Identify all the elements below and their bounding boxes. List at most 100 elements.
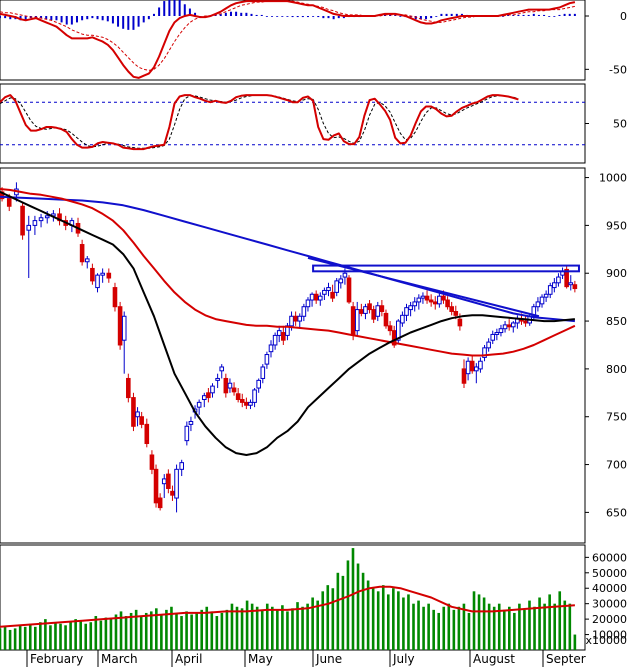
macd-panel: 0 -50: [0, 0, 627, 81]
macd-histogram-bar: [532, 13, 535, 16]
macd-histogram-bar: [142, 16, 145, 23]
trendline: [307, 256, 540, 318]
month-label: August: [473, 652, 515, 666]
volume-bar: [568, 603, 572, 650]
volume-bar: [190, 614, 193, 650]
macd-histogram-bar: [250, 13, 253, 16]
volume-bar: [513, 612, 516, 650]
candle-down: [231, 387, 237, 393]
volume-bar: [487, 603, 491, 650]
candle-up: [95, 274, 100, 289]
macd-histogram-bar: [537, 14, 540, 16]
macd-histogram-bar: [543, 14, 546, 16]
month-label: May: [248, 652, 273, 666]
candle-up: [84, 258, 90, 263]
volume-bar: [89, 622, 93, 650]
candle-up: [510, 322, 516, 328]
candle-up: [322, 289, 327, 295]
volume-bar: [13, 628, 17, 650]
candle-down: [157, 497, 163, 509]
moving-average-black: [0, 190, 575, 456]
candle-up: [297, 315, 303, 322]
candle-down: [90, 267, 95, 282]
volume-bar: [144, 612, 148, 650]
candle-down: [461, 368, 467, 384]
volume-bar: [381, 585, 385, 650]
volume-tick-label: 30000: [592, 598, 627, 611]
volume-bar: [124, 616, 128, 650]
macd-histogram-bar: [553, 16, 556, 17]
candle-down: [445, 299, 450, 308]
volume-bar: [346, 560, 350, 650]
macd-histogram-bar: [70, 16, 73, 25]
candle-up: [276, 330, 282, 336]
macd-histogram-bar: [9, 16, 12, 20]
volume-bar: [109, 619, 113, 650]
candle-up: [301, 306, 307, 317]
candle-down: [359, 309, 364, 314]
macd-histogram-bar: [399, 16, 402, 17]
volume-bar: [225, 609, 229, 650]
volume-bar: [23, 626, 27, 650]
candle-up: [121, 315, 127, 341]
volume-bar: [49, 625, 52, 650]
candle-up: [515, 318, 520, 324]
macd-histogram-bar: [435, 16, 438, 17]
volume-bar: [321, 591, 325, 650]
volume-bar: [119, 611, 123, 650]
macd-frame: [0, 0, 586, 81]
volume-bar: [442, 606, 446, 650]
volume-bar: [558, 591, 562, 650]
macd-histogram-bar: [445, 13, 448, 16]
volume-bar: [462, 603, 466, 650]
volume-bar: [33, 626, 37, 650]
volume-bar: [74, 619, 77, 650]
macd-histogram-bar: [117, 16, 120, 27]
candle-up: [227, 382, 233, 389]
volume-bar: [336, 572, 340, 650]
candle-down: [432, 301, 438, 305]
candle-up: [289, 315, 294, 327]
candle-up: [135, 411, 140, 418]
volume-bar: [129, 612, 133, 650]
volume-bar: [432, 609, 435, 650]
candle-up: [248, 401, 253, 406]
volume-bar: [351, 548, 355, 650]
macd-histogram-bar: [45, 16, 48, 20]
volume-bar: [245, 600, 249, 650]
candle-up: [342, 272, 348, 278]
macd-histogram-bar: [55, 16, 58, 21]
candle-up: [556, 276, 561, 284]
macd-histogram-bar: [306, 16, 309, 18]
volume-bar: [326, 585, 330, 650]
candle-up: [363, 306, 368, 314]
macd-histogram-bar: [286, 16, 289, 17]
candle-up: [309, 293, 315, 301]
price-tick-label: 900: [606, 267, 627, 280]
candle-down: [106, 272, 112, 279]
volume-bar: [447, 603, 451, 650]
month-label: Septer: [546, 652, 586, 666]
candle-down: [424, 295, 430, 301]
candle-down: [457, 318, 463, 327]
candle-up: [535, 301, 541, 308]
stochastic-tick-label: 50: [613, 118, 627, 131]
volume-bar: [341, 575, 345, 650]
month-label: March: [101, 652, 138, 666]
macd-histogram-bar: [332, 16, 335, 20]
volume-bar: [361, 572, 365, 650]
macd-histogram-bar: [65, 16, 68, 25]
candle-up: [219, 366, 225, 372]
candle-down: [139, 416, 144, 425]
candle-up: [416, 297, 422, 303]
volume-bar: [260, 609, 264, 650]
volume-bar: [371, 588, 375, 650]
volume-bar: [84, 623, 88, 650]
candle-down: [523, 320, 528, 324]
candle-up: [412, 301, 418, 307]
candle-up: [502, 324, 508, 330]
volume-bar: [306, 603, 309, 650]
volume-bar: [553, 603, 556, 650]
volume-bar: [316, 600, 319, 650]
price-tick-label: 950: [606, 219, 627, 232]
